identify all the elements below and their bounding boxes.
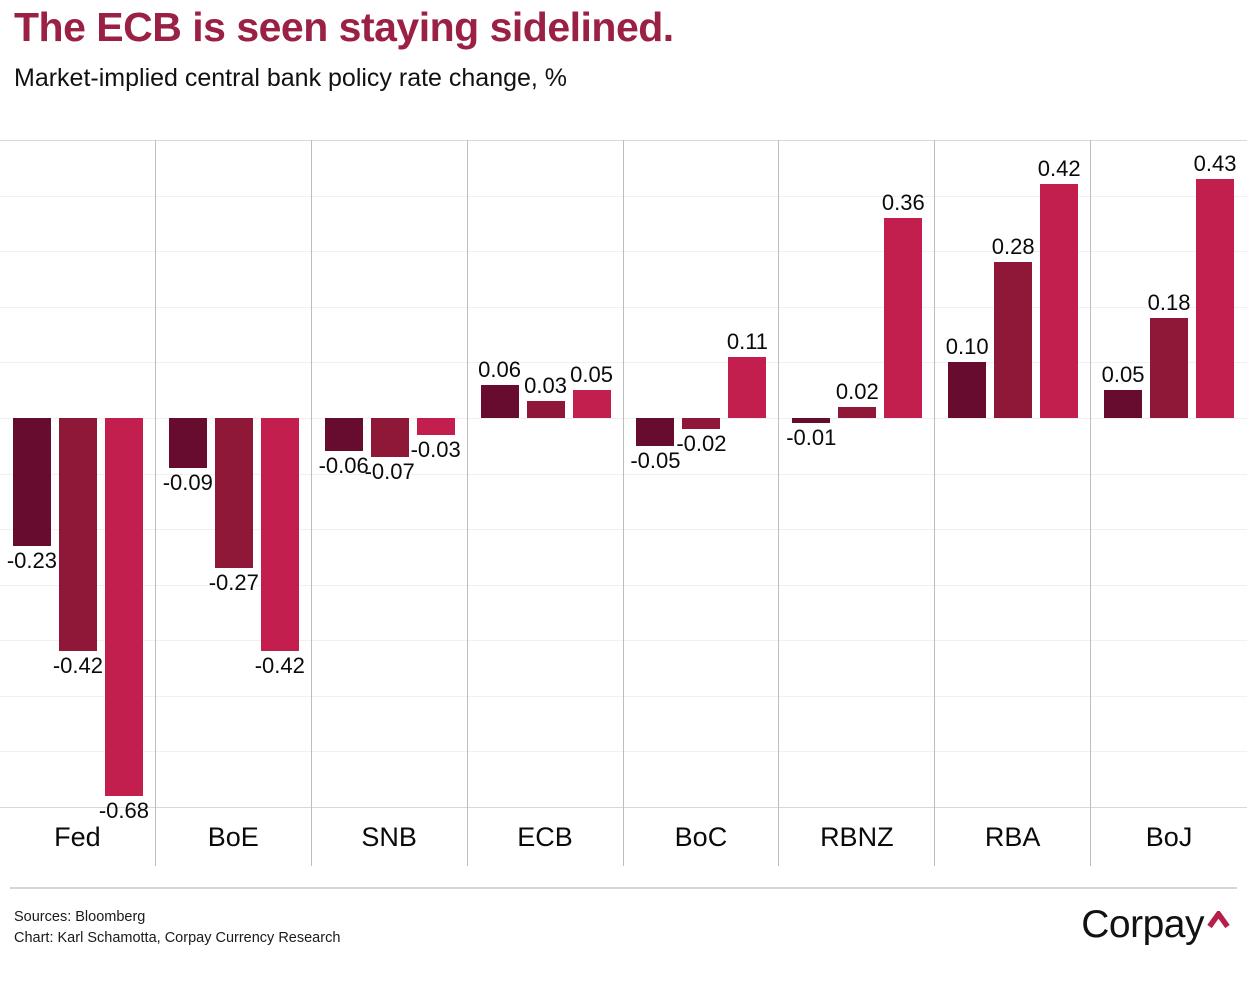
bar: [1196, 178, 1235, 418]
gridline: [0, 140, 1247, 141]
sources-line: Sources: Bloomberg: [14, 909, 146, 925]
bar: [994, 262, 1033, 418]
bar-value-label: -0.42: [254, 653, 305, 679]
bar: [636, 417, 675, 446]
bar-value-label: 0.18: [1147, 289, 1191, 315]
gridline: [0, 417, 1247, 419]
category-label: ECB: [517, 822, 573, 852]
bar: [168, 417, 207, 468]
plot-area: -0.23 -0.42 -0.68 Fed -0.09 -0.27 -0.42 BoE -0.0…: [0, 140, 1247, 866]
category-group-rbnz: -0.01 0.02 0.36 RBNZ: [779, 140, 936, 866]
gridline: [0, 751, 1247, 753]
bar: [682, 417, 721, 430]
corpay-logo: Corpay: [1081, 901, 1231, 949]
gridline: [0, 362, 1247, 364]
credit-line: Chart: Karl Schamotta, Corpay Currency R…: [14, 930, 341, 946]
bar: [1040, 184, 1079, 418]
bar-value-label: 0.02: [835, 378, 879, 404]
bar-value-label: 0.06: [478, 356, 521, 382]
bar-value-label: -0.01: [786, 425, 837, 451]
bar-value-label: 0.05: [1101, 362, 1145, 388]
bar: [370, 417, 409, 457]
bar-value-label: -0.68: [98, 797, 150, 823]
gridline: [0, 640, 1247, 642]
category-group-boe: -0.09 -0.27 -0.42 BoE: [156, 140, 312, 866]
gridline: [0, 695, 1247, 697]
gridline: [0, 306, 1247, 308]
gridline: [0, 473, 1247, 475]
bar: [884, 217, 923, 418]
bar-value-label: 0.36: [881, 189, 925, 215]
bar-value-label: -0.06: [318, 453, 369, 479]
bar-value-label: -0.02: [676, 431, 727, 457]
bar-value-label: 0.28: [991, 234, 1035, 260]
category-group-boc: -0.05 -0.02 0.11 BoC: [624, 140, 780, 866]
gridline: [0, 529, 1247, 531]
bar: [526, 401, 565, 418]
bar: [1150, 317, 1189, 418]
bar: [104, 417, 143, 796]
bar-value-label: 0.03: [524, 373, 567, 399]
bar: [948, 362, 987, 418]
gridline: [0, 584, 1247, 586]
gridline: [0, 195, 1247, 197]
bar: [214, 417, 253, 568]
category-label: SNB: [361, 822, 417, 852]
caret-path: [1207, 911, 1230, 929]
bar: [480, 384, 519, 418]
bar: [572, 390, 611, 418]
bar-value-label: 0.43: [1193, 150, 1237, 176]
footer-divider: [10, 887, 1237, 889]
category-group-snb: -0.06 -0.07 -0.03 SNB: [312, 140, 468, 866]
category-label: BoC: [674, 822, 728, 852]
bar: [1104, 390, 1143, 418]
bar: [12, 417, 51, 546]
category-label: RBA: [984, 822, 1041, 852]
category-group-ecb: 0.06 0.03 0.05 ECB: [468, 140, 624, 866]
gridline: [0, 251, 1247, 253]
bar-value-label: -0.07: [364, 458, 415, 484]
gridline: [0, 807, 1247, 808]
bar-value-label: -0.03: [410, 436, 461, 462]
category-group-fed: -0.23 -0.42 -0.68 Fed: [0, 140, 156, 866]
chart-subtitle: Market-implied central bank policy rate …: [14, 64, 568, 92]
bar: [792, 417, 831, 424]
bar-value-label: -0.05: [630, 447, 681, 473]
category-label: Fed: [54, 822, 101, 852]
source-note: Sources: Bloomberg Chart: Karl Schamotta…: [14, 907, 340, 949]
category-group-boj: 0.05 0.18 0.43 BoJ: [1091, 140, 1247, 866]
bar-value-label: 0.10: [945, 334, 989, 360]
category-label: RBNZ: [820, 822, 894, 852]
bar-value-label: -0.27: [208, 569, 259, 595]
bar-value-label: -0.23: [6, 547, 58, 573]
category-label: BoJ: [1145, 822, 1193, 852]
bar-value-label: -0.42: [52, 653, 104, 679]
corpay-caret-icon: [1207, 911, 1230, 929]
bar: [58, 417, 97, 652]
bar-value-label: 0.11: [726, 328, 769, 354]
category-group-rba: 0.10 0.28 0.42 RBA: [935, 140, 1092, 866]
bar-value-label: 0.05: [570, 362, 613, 388]
bar: [838, 406, 877, 418]
bar: [324, 417, 363, 452]
bar-value-label: -0.09: [162, 469, 213, 495]
bar-value-label: 0.42: [1037, 156, 1081, 182]
bar: [416, 417, 455, 435]
bar: [728, 356, 767, 418]
bar: [260, 417, 299, 652]
chart-title: The ECB is seen staying sidelined.: [14, 4, 674, 50]
corpay-wordmark: Corpay: [1081, 903, 1204, 946]
category-label: BoE: [207, 822, 259, 852]
